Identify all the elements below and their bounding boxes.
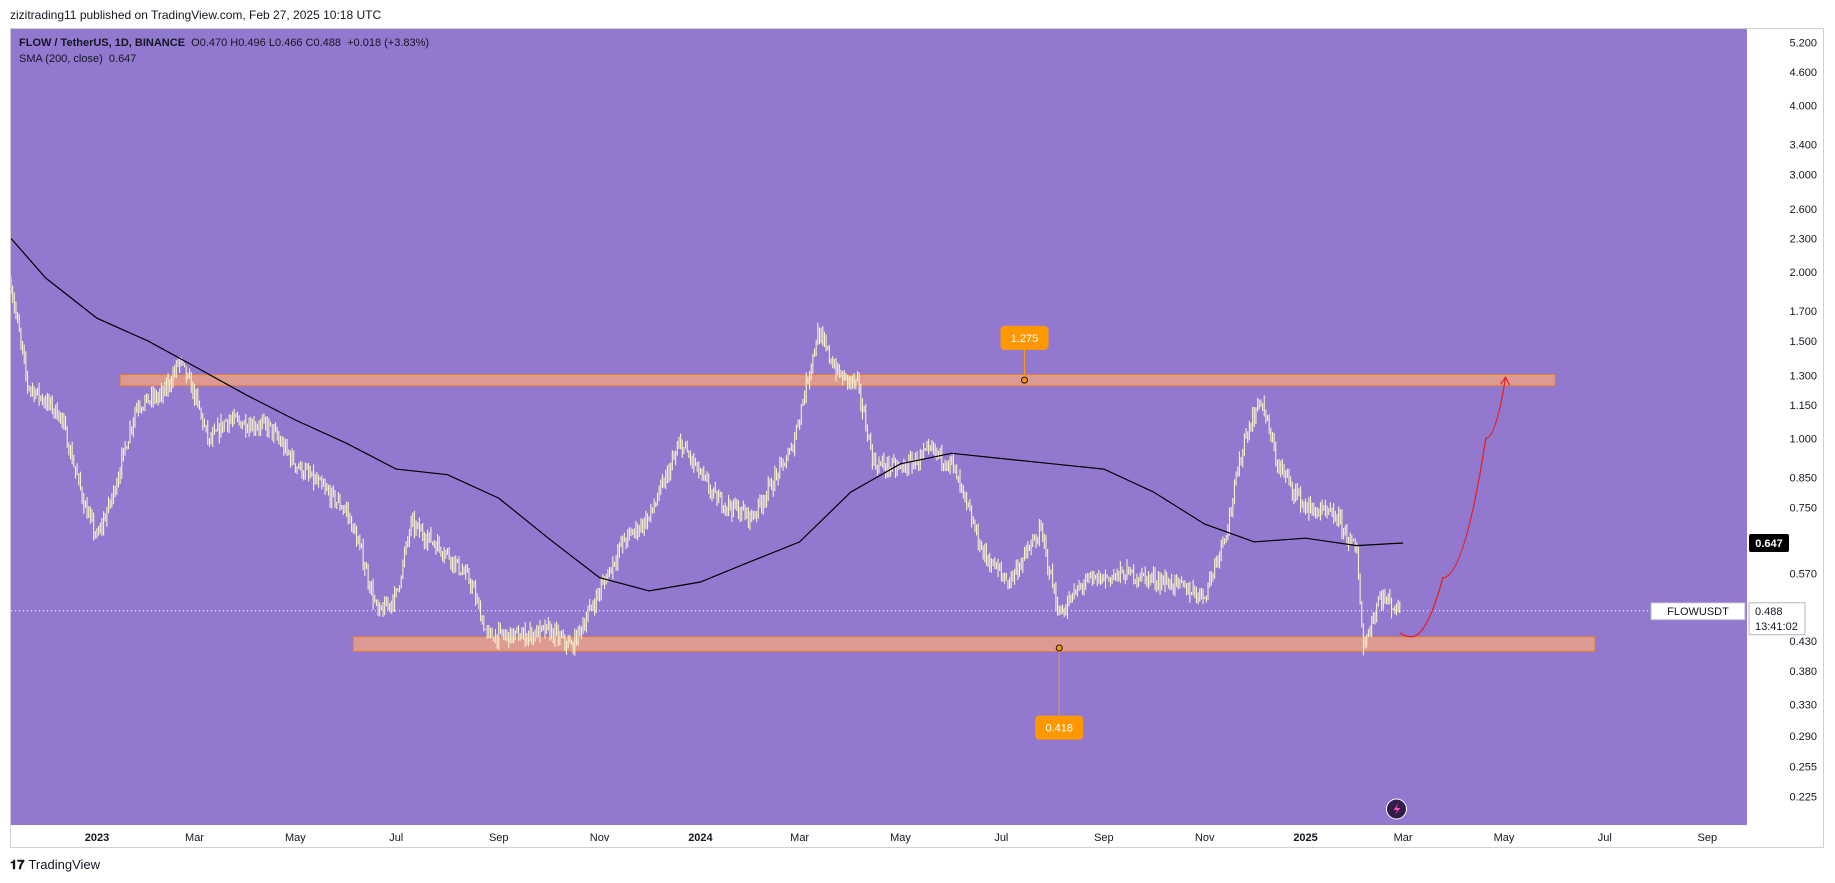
annotation-box-0 (1000, 325, 1049, 350)
sma-200-line (11, 238, 1404, 592)
y-tick-label: 2.600 (1789, 204, 1817, 216)
zone-0 (119, 374, 1556, 387)
y-tick-label: 0.225 (1789, 792, 1817, 804)
y-tick-label: 0.290 (1789, 731, 1817, 743)
y-tick-label: 1.700 (1789, 306, 1817, 318)
x-ticks-layer: 2023 Mar May Jul Sep Nov 2024 Mar May Jul Sep Nov 20… (85, 832, 1717, 844)
legend-sma-value: 0.647 (108, 53, 137, 65)
y-tick-label: 1.000 (1789, 433, 1817, 445)
zone-1 (352, 636, 1596, 652)
y-ticks-layer: 5.200 4.600 4.000 3.400 3.000 2.600 2.300 2.000… (1789, 37, 1817, 803)
symbol-tag-box (1650, 602, 1746, 621)
x-tick-label: Mar (1394, 832, 1413, 844)
sma-layer (11, 238, 1747, 612)
x-tick-label: Mar (790, 832, 809, 844)
lightning-bolt (1393, 803, 1401, 815)
projection-curve (1399, 377, 1507, 638)
y-tick-label: 5.200 (1789, 37, 1817, 49)
chart-legend: FLOW / TetherUS, 1D, BINANCE O0.470 H0.4… (19, 35, 429, 67)
y-tick-label: 4.600 (1789, 67, 1817, 79)
plot-background (11, 29, 1747, 825)
projection-arrow-head (1500, 376, 1511, 386)
header-bar: zizitrading11 published on TradingView.c… (0, 0, 1835, 28)
time-axis (11, 825, 1823, 847)
y-tick-label: 0.430 (1789, 636, 1817, 648)
countdown-value: 13:41:02 (1755, 621, 1798, 633)
price-tags-layer: FLOWUSDT 0.488 13:41:02 0.647 (1385, 534, 1806, 820)
annotation-dot-0 (1020, 376, 1028, 384)
y-tick-label: 0.380 (1789, 666, 1817, 678)
symbol-tag-text: FLOWUSDT (1667, 606, 1729, 618)
x-tick-label: Sep (489, 832, 509, 844)
projection-layer (1399, 376, 1511, 638)
sma-tag-box (1749, 534, 1789, 553)
legend-ohlc: O0.470 H0.496 L0.466 C0.488 (191, 37, 341, 49)
x-tick-label: Nov (590, 832, 610, 844)
x-tick-label: 2024 (688, 832, 713, 844)
last-price-value: 0.488 (1755, 606, 1783, 618)
annotation-label-1: 0.418 (1045, 723, 1073, 735)
chart-frame[interactable]: 1.275 0.418 5.200 4.600 4.000 3.400 3.000 2.60… (10, 28, 1824, 848)
x-tick-label: May (1494, 832, 1515, 844)
x-tick-label: Jul (1598, 832, 1612, 844)
price-axis (1747, 29, 1823, 825)
x-tick-label: Nov (1195, 832, 1215, 844)
annotation-box-1 (1035, 715, 1084, 740)
annotations-layer: 1.275 0.418 (1000, 325, 1084, 740)
x-tick-label: Sep (1698, 832, 1718, 844)
x-tick-label: Mar (185, 832, 204, 844)
candles-layer (11, 276, 1401, 656)
y-tick-label: 4.000 (1789, 100, 1817, 112)
x-tick-label: May (285, 832, 306, 844)
y-tick-label: 3.000 (1789, 170, 1817, 182)
x-tick-label: May (890, 832, 911, 844)
y-tick-label: 0.850 (1789, 472, 1817, 484)
legend-row-symbol: FLOW / TetherUS, 1D, BINANCE O0.470 H0.4… (19, 35, 429, 51)
x-tick-label: Jul (389, 832, 403, 844)
x-tick-label: Jul (994, 832, 1008, 844)
last-price-tag-box (1748, 602, 1806, 636)
y-tick-label: 0.330 (1789, 700, 1817, 712)
sma-tag-value: 0.647 (1755, 538, 1783, 550)
legend-change: +0.018 (+3.83%) (347, 37, 430, 49)
y-tick-label: 2.000 (1789, 267, 1817, 279)
y-tick-label: 1.300 (1789, 370, 1817, 382)
tradingview-logo-icon: 𝟏𝟕 (10, 857, 25, 872)
x-tick-label: Sep (1094, 832, 1114, 844)
legend-symbol: FLOW / TetherUS, 1D, BINANCE (19, 37, 186, 49)
brand-name: TradingView (28, 857, 101, 872)
publish-info: zizitrading11 published on TradingView.c… (10, 8, 382, 22)
annotation-label-0: 1.275 (1011, 333, 1039, 345)
legend-sma-label: SMA (200, close) (19, 53, 103, 65)
y-tick-label: 1.500 (1789, 336, 1817, 348)
y-tick-label: 1.150 (1789, 400, 1817, 412)
footer-brand: 𝟏𝟕 TradingView (10, 857, 100, 873)
x-tick-label: 2025 (1293, 832, 1317, 844)
annotation-dot-1 (1055, 644, 1063, 652)
y-tick-label: 0.570 (1789, 568, 1817, 580)
x-tick-label: 2023 (85, 832, 109, 844)
price-chart[interactable]: 1.275 0.418 5.200 4.600 4.000 3.400 3.000 2.60… (11, 29, 1824, 848)
y-tick-label: 3.400 (1789, 140, 1817, 152)
y-tick-label: 0.255 (1789, 762, 1817, 774)
y-tick-label: 2.300 (1789, 233, 1817, 245)
y-tick-label: 0.750 (1789, 503, 1817, 515)
legend-row-sma: SMA (200, close) 0.647 (19, 51, 429, 67)
